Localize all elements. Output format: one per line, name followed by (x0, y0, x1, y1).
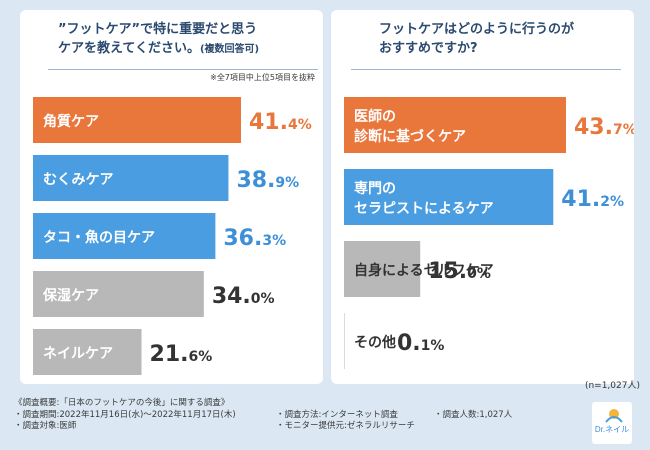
chart1-value-label-0: 43.7% (574, 115, 634, 140)
footer-period: ・調査期間:2022年11月16日(水)〜2022年11月17日(木) (14, 409, 236, 420)
chart1-bar-0 (344, 97, 566, 153)
chart0-bar-1 (33, 155, 229, 201)
chart0-category-label-3: 保湿ケア (42, 287, 99, 304)
chart0-bar-3 (33, 271, 204, 317)
chart0-value-label-0: 41.4% (249, 110, 312, 135)
chart0-value-label-4: 21.6% (150, 342, 213, 367)
chart1-category-label-0-line0: 医師の (354, 108, 396, 125)
chart1-value-label-2: 15.0% (428, 259, 491, 284)
dr-nail-logo: Dr.ネイル (592, 402, 632, 444)
sample-size-label: (n=1,027人) (584, 381, 640, 391)
chart1-category-label-0-line1: 診断に基づくケア (354, 128, 466, 145)
left-panel: ”フットケア”で特に重要だと思う ケアを教えてください。(複数回答可) ※全7項… (20, 10, 323, 384)
chart1-value-label-3: 0.1% (397, 331, 444, 356)
left-chart-title: ”フットケア”で特に重要だと思う ケアを教えてください。(複数回答可) (58, 20, 259, 59)
chart0-bar-0 (33, 97, 241, 143)
chart0-value-label-1: 38.9% (236, 168, 299, 193)
left-title-divider (48, 69, 318, 70)
chart1-category-label-1-line1: セラピストによるケア (354, 201, 494, 217)
chart0-bar-2 (33, 213, 216, 259)
chart1-category-label-2: 自身によるセルフケア (354, 262, 494, 279)
left-title-line2: ケアを教えてください。 (58, 41, 200, 56)
right-title-line1: フットケアはどのように行うのが (379, 22, 575, 37)
survey-overview: 《調査概要:「日本のフットケアの今後」に関する調査》 ・調査期間:2022年11… (14, 398, 584, 433)
chart0-category-label-2: タコ・魚の目ケア (43, 229, 155, 246)
logo-mark-icon: Dr.ネイル (595, 409, 629, 434)
chart1-category-label-1-line0: 専門の (354, 180, 396, 197)
right-panel: フットケアはどのように行うのが おすすめですか? 医師の診断に基づくケア 43.7… (331, 10, 634, 384)
chart0-category-label-0: 角質ケア (43, 113, 99, 130)
footer-method: ・調査方法:インターネット調査 (276, 409, 398, 420)
chart1-category-label-3: その他 (354, 334, 396, 351)
chart0-value-label-2: 36.3% (223, 226, 286, 251)
right-chart-title: フットケアはどのように行うのが おすすめですか? (379, 20, 574, 58)
left-bar-chart: 角質ケア 41.4% むくみケア 38.9% タコ・魚の目ケア 36.3% 保湿ケア 34.0… (33, 97, 312, 375)
left-title-suffix: (複数回答可) (199, 44, 260, 55)
chart1-bar-1 (344, 169, 554, 225)
chart0-bar-4 (33, 329, 142, 375)
chart1-bar-2 (344, 241, 421, 297)
chart1-bar-3 (344, 313, 345, 369)
chart0-category-label-4: ネイルケア (43, 346, 113, 362)
right-title-divider (351, 69, 621, 70)
footer-overview: 《調査概要:「日本のフットケアの今後」に関する調査》 (14, 398, 230, 408)
footer-count: ・調査人数:1,027人 (434, 409, 513, 420)
chart1-value-label-1: 41.2% (561, 187, 624, 212)
left-note: ※全7項目中上位5項目を抜粋 (210, 73, 315, 82)
logo-text: Dr.ネイル (595, 425, 629, 434)
left-title-line1: ”フットケア”で特に重要だと思う (58, 22, 258, 37)
footer-provider: ・モニター提供元:ゼネラルリサーチ (276, 421, 415, 431)
chart0-category-label-1: むくみケア (43, 172, 114, 188)
right-title-line2: おすすめですか? (379, 41, 478, 56)
footer-target: ・調査対象:医師 (14, 421, 77, 431)
chart0-value-label-3: 34.0% (212, 284, 275, 309)
